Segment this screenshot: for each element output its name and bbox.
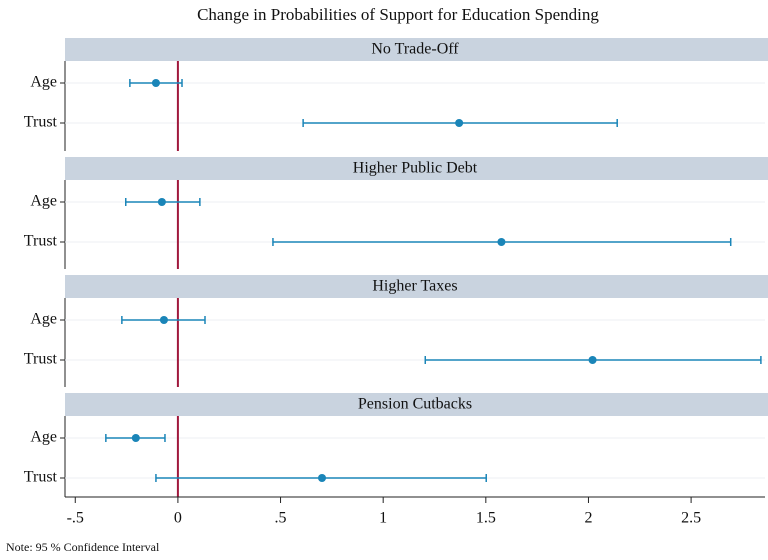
point: [318, 474, 327, 482]
panel-header: [65, 393, 768, 416]
x-tick-label: 2.5: [681, 510, 701, 527]
x-tick-label: 1: [379, 510, 387, 527]
x-tick-label: 0: [174, 510, 182, 527]
chart-title: Change in Probabilities of Support for E…: [197, 5, 599, 24]
point: [157, 198, 166, 206]
panel-title: Pension Cutbacks: [358, 396, 472, 413]
point: [151, 79, 160, 87]
x-tick-label: 2: [584, 510, 592, 527]
point: [588, 356, 597, 364]
y-tick-label: Trust: [24, 351, 58, 368]
panel-title: Higher Public Debt: [353, 160, 478, 177]
x-tick-label: -.5: [67, 510, 84, 527]
y-tick-label: Trust: [24, 114, 58, 131]
panel-title: No Trade-Off: [371, 41, 459, 58]
panel-header: [65, 38, 768, 61]
point: [497, 238, 506, 246]
x-tick-label: 1.5: [476, 510, 496, 527]
y-tick-label: Age: [30, 429, 57, 446]
y-tick-label: Age: [30, 311, 57, 328]
x-tick-label: .5: [275, 510, 287, 527]
panel-header: [65, 157, 768, 180]
panel-title: Higher Taxes: [372, 278, 457, 295]
y-tick-label: Age: [30, 74, 57, 91]
note: Note: 95 % Confidence Interval: [6, 540, 160, 554]
point: [131, 434, 140, 442]
point: [159, 316, 168, 324]
y-tick-label: Trust: [24, 469, 58, 486]
panel-header: [65, 275, 768, 298]
y-tick-label: Trust: [24, 233, 58, 250]
point: [455, 119, 464, 127]
y-tick-label: Age: [30, 193, 57, 210]
